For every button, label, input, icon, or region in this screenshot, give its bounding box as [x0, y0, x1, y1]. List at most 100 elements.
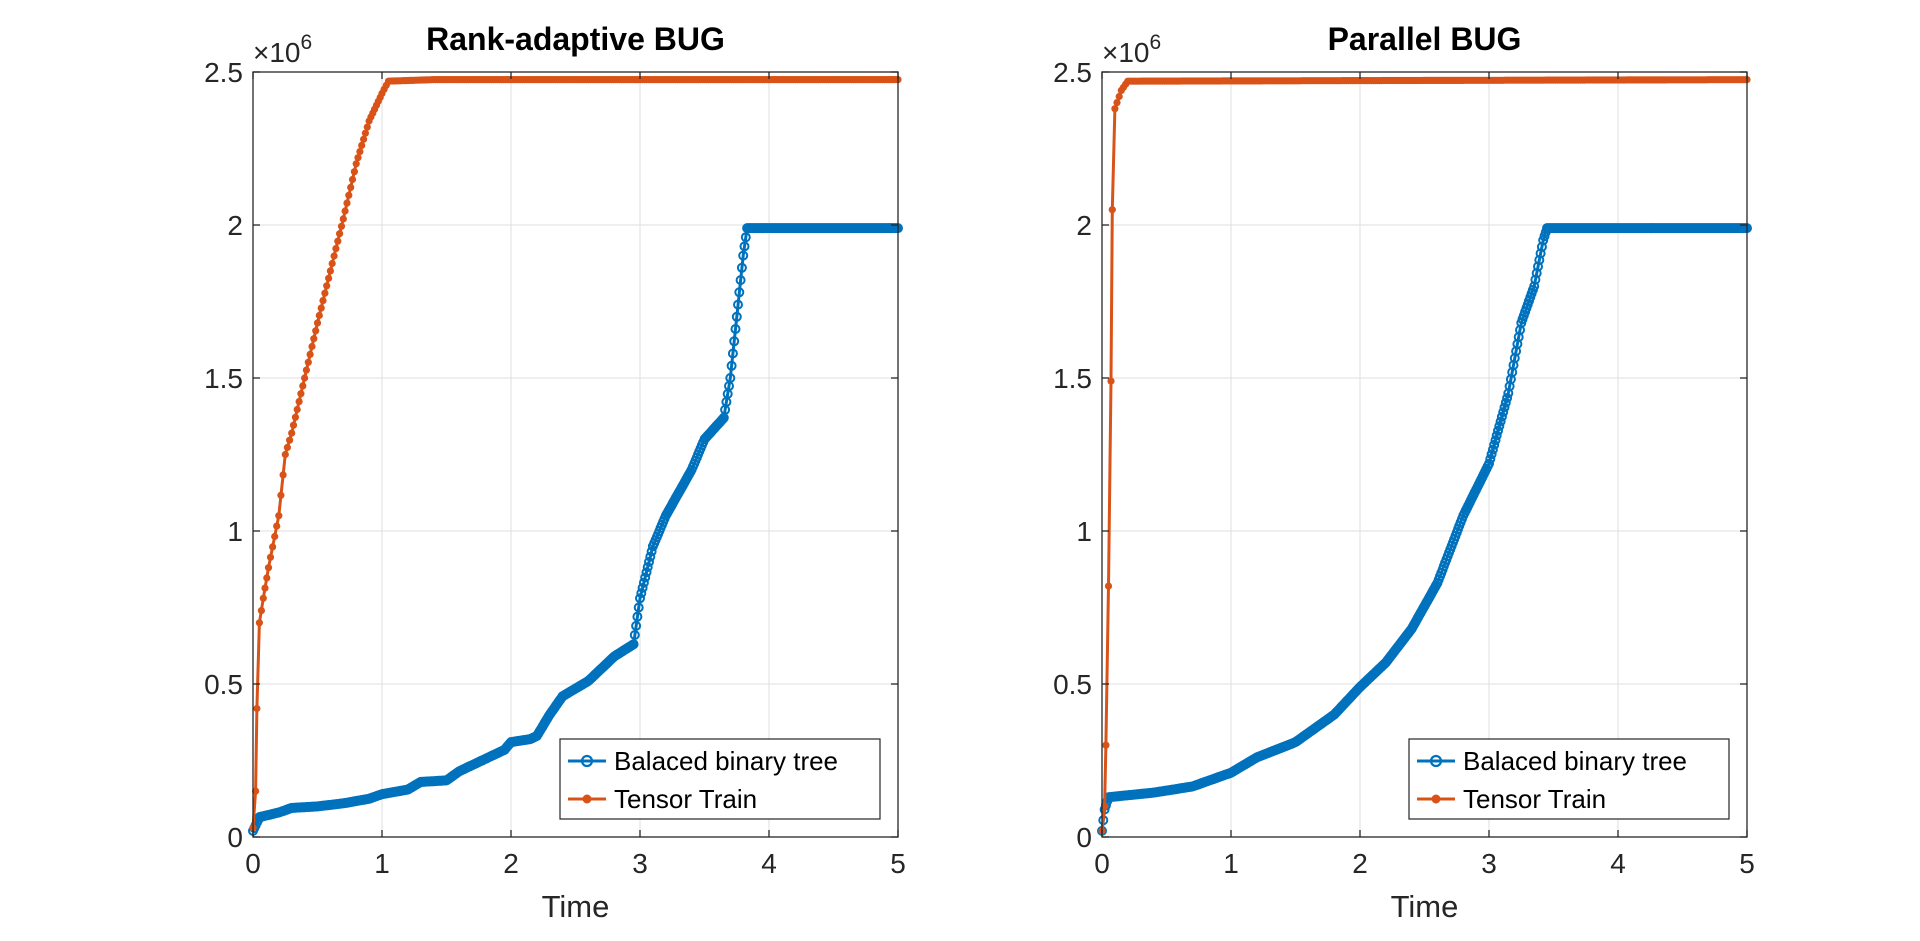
data-point — [636, 588, 647, 599]
data-point — [1487, 444, 1498, 455]
legend: Balaced binary tree Tensor Train — [1408, 738, 1730, 820]
y-tick-label: 2 — [1076, 210, 1092, 241]
data-point — [729, 336, 740, 347]
data-point — [325, 274, 333, 282]
y-tick-label: 1 — [1076, 516, 1092, 547]
data-point — [641, 567, 652, 578]
legend-label: Tensor Train — [1463, 784, 1606, 814]
data-point — [1101, 802, 1109, 811]
data-point — [263, 574, 271, 582]
data-point — [646, 546, 657, 557]
data-point — [1490, 435, 1501, 446]
data-point — [731, 311, 742, 322]
data-point — [310, 335, 318, 343]
x-tick-label: 1 — [374, 848, 390, 879]
data-point — [1535, 248, 1546, 259]
legend-marker — [1431, 794, 1441, 804]
data-point — [363, 123, 371, 131]
data-point — [321, 289, 329, 297]
y-exponent-label: ×106 — [253, 31, 312, 68]
data-point — [1495, 416, 1506, 427]
data-point — [632, 611, 643, 622]
data-point — [1534, 255, 1545, 265]
data-point — [1493, 425, 1503, 436]
legend-box — [1408, 738, 1730, 820]
data-point — [360, 135, 368, 143]
data-point — [1530, 274, 1541, 285]
x-tick-label: 1 — [1223, 848, 1239, 879]
data-point — [266, 553, 275, 561]
data-point — [1529, 281, 1540, 292]
data-point — [738, 250, 749, 261]
data-point — [640, 572, 651, 583]
data-point — [317, 304, 325, 312]
data-point — [1496, 411, 1507, 422]
data-point — [740, 232, 751, 243]
data-point — [291, 413, 299, 421]
data-point — [301, 374, 309, 382]
axes-box — [252, 71, 899, 838]
data-point — [339, 215, 347, 223]
x-tick-label: 0 — [245, 848, 261, 879]
y-tick-label: 2.5 — [204, 57, 243, 88]
data-point — [361, 129, 369, 137]
legend-marker — [580, 754, 594, 768]
y-tick-label: 0.5 — [204, 669, 243, 700]
data-point — [637, 582, 648, 593]
data-point — [629, 630, 640, 640]
x-tick-label: 4 — [761, 848, 777, 879]
data-point — [286, 436, 294, 444]
x-tick-label: 3 — [1481, 848, 1497, 879]
chart-parallel: 0 1 2 3 4 5 0 0.5 1 1.5 2 2.5 Parallel BUG Time ×10… — [1053, 21, 1755, 924]
data-point — [283, 443, 291, 451]
chart-title: Rank-adaptive BUG — [426, 21, 725, 57]
legend-item: Balaced binary tree — [1417, 746, 1687, 776]
data-point — [1485, 454, 1496, 464]
data-point — [725, 373, 736, 383]
series-balanced-binary-tree — [248, 223, 903, 836]
x-tick-label: 3 — [632, 848, 648, 879]
data-point — [1113, 99, 1121, 107]
data-point — [356, 148, 364, 156]
series-tensor-train — [249, 76, 902, 832]
data-point — [332, 245, 340, 253]
legend-label: Balaced binary tree — [1463, 746, 1687, 776]
data-point — [252, 787, 260, 795]
series-balanced-binary-tree — [1097, 223, 1752, 836]
y-tick-label: 0 — [1076, 822, 1092, 853]
data-point — [348, 175, 357, 184]
data-point — [279, 471, 287, 479]
data-point — [255, 619, 263, 627]
data-point — [313, 319, 322, 327]
data-point — [1531, 268, 1542, 279]
legend-label: Tensor Train — [614, 784, 757, 814]
x-axis-label: Time — [542, 889, 610, 924]
data-point — [269, 543, 277, 551]
data-point — [1491, 430, 1502, 441]
data-point — [736, 262, 747, 273]
y-tick-label: 1.5 — [1053, 363, 1092, 394]
legend-box — [559, 738, 881, 820]
data-point — [347, 183, 355, 191]
data-point — [289, 421, 298, 429]
data-point — [1107, 377, 1115, 385]
data-point — [733, 299, 743, 310]
data-point — [297, 390, 305, 398]
data-point — [1115, 92, 1123, 101]
data-point — [295, 398, 303, 406]
x-axis-label: Time — [1391, 889, 1459, 924]
y-tick-label: 2.5 — [1053, 57, 1092, 88]
y-tick-label: 1.5 — [204, 363, 243, 394]
legend-marker — [582, 794, 592, 804]
data-point — [1536, 241, 1547, 252]
x-tick-label: 5 — [890, 848, 906, 879]
y-tick-label: 0.5 — [1053, 669, 1092, 700]
data-point — [288, 429, 296, 437]
data-point — [308, 342, 316, 351]
data-point — [259, 594, 267, 602]
data-point — [1499, 402, 1510, 413]
data-point — [635, 593, 645, 604]
data-point — [735, 275, 746, 286]
